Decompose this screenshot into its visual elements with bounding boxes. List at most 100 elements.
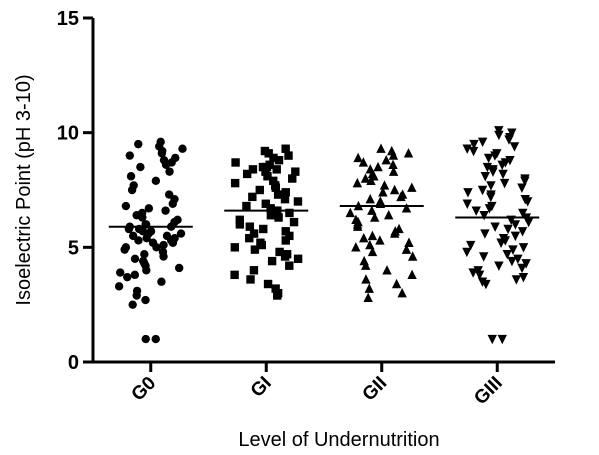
data-point-g0 <box>132 291 141 300</box>
data-point-giii <box>479 211 489 221</box>
data-point-gii <box>396 191 406 202</box>
data-point-giii <box>480 229 490 239</box>
data-point-g0 <box>134 236 143 245</box>
data-point-gi <box>281 227 290 236</box>
data-point-gi <box>280 194 290 204</box>
data-point-gi <box>273 291 282 300</box>
data-point-gi <box>293 254 303 263</box>
data-point-g0 <box>138 213 147 222</box>
data-point-gi <box>250 245 260 254</box>
data-point-g0 <box>159 240 168 250</box>
data-point-gi <box>273 190 283 199</box>
data-point-gii <box>401 203 412 213</box>
data-point-gii <box>389 184 400 195</box>
data-point-g0 <box>136 162 145 172</box>
data-point-gi <box>248 192 257 202</box>
data-point-gi <box>288 174 297 183</box>
data-point-gi <box>274 155 284 165</box>
data-point-giii <box>523 217 534 228</box>
data-point-gii <box>367 246 378 257</box>
data-points-group <box>114 126 534 345</box>
data-point-giii <box>504 135 514 145</box>
data-point-giii <box>469 139 479 150</box>
data-point-gi <box>261 167 270 176</box>
data-point-gii <box>364 283 374 293</box>
data-point-giii <box>507 256 517 267</box>
y-axis-title: Isoelectric Point (pH 3-10) <box>13 74 35 305</box>
data-point-g0 <box>168 238 178 247</box>
data-point-g0 <box>161 206 170 215</box>
data-point-gi <box>249 229 259 238</box>
x-tick-label: GI <box>247 373 276 402</box>
data-point-gi <box>259 224 268 234</box>
data-point-gii <box>390 228 400 238</box>
data-point-g0 <box>151 176 161 186</box>
data-point-giii <box>474 270 485 281</box>
x-ticks-group: G0 GI GII GIII <box>128 362 507 409</box>
data-point-gii <box>345 207 355 218</box>
data-point-gi <box>230 178 240 188</box>
data-point-giii <box>498 169 508 180</box>
data-point-giii <box>499 178 510 189</box>
data-point-giii <box>486 192 496 203</box>
data-point-gii <box>361 274 371 284</box>
data-point-gi <box>266 204 275 213</box>
data-point-giii <box>477 137 488 148</box>
data-point-gi <box>264 149 273 158</box>
data-point-giii <box>471 206 481 216</box>
data-point-gii <box>363 292 373 302</box>
data-point-gi <box>245 233 254 243</box>
data-point-gi <box>262 162 272 172</box>
data-point-gi <box>231 158 240 167</box>
data-point-g0 <box>165 167 174 176</box>
data-point-giii <box>518 272 529 283</box>
data-point-gi <box>289 217 299 227</box>
data-point-g0 <box>120 245 129 254</box>
data-point-gii <box>388 159 398 169</box>
data-point-g0 <box>141 295 150 305</box>
data-point-giii <box>481 279 491 290</box>
data-point-gii <box>358 157 369 167</box>
data-point-gi <box>255 185 264 195</box>
data-point-giii <box>509 142 520 152</box>
data-point-gi <box>280 252 290 261</box>
data-point-g0 <box>144 204 154 213</box>
data-point-gii <box>407 182 417 192</box>
data-point-g0 <box>142 266 151 275</box>
data-point-g0 <box>178 144 187 153</box>
data-point-gi <box>284 151 293 160</box>
data-point-giii <box>503 224 513 235</box>
data-point-gi <box>249 266 259 275</box>
data-point-giii <box>486 181 496 191</box>
axes-group <box>91 18 555 364</box>
data-point-gii <box>391 278 402 289</box>
data-point-gi <box>274 213 283 222</box>
data-point-g0 <box>141 334 150 344</box>
data-point-gii <box>352 221 363 231</box>
data-point-g0 <box>126 172 136 181</box>
data-point-giii <box>483 153 494 164</box>
data-point-giii <box>496 238 506 248</box>
data-point-gi <box>269 176 278 186</box>
x-tick-label: GIII <box>470 373 507 410</box>
data-point-gi <box>248 165 258 174</box>
data-point-g0 <box>159 252 168 261</box>
data-point-gii <box>353 152 363 163</box>
data-point-giii <box>468 146 479 157</box>
data-point-gii <box>407 251 418 261</box>
data-point-giii <box>462 247 472 258</box>
data-point-gii <box>361 260 371 270</box>
data-point-gi <box>257 240 266 250</box>
data-point-giii <box>517 183 527 193</box>
data-point-giii <box>511 275 522 285</box>
data-point-giii <box>487 334 497 345</box>
data-point-gi <box>271 284 280 293</box>
data-point-gii <box>365 239 375 250</box>
data-point-giii <box>477 185 488 196</box>
data-point-giii <box>494 130 504 141</box>
data-point-gi <box>291 167 300 176</box>
data-point-gi <box>281 236 290 245</box>
data-point-giii <box>497 160 507 170</box>
data-point-gi <box>285 231 294 241</box>
